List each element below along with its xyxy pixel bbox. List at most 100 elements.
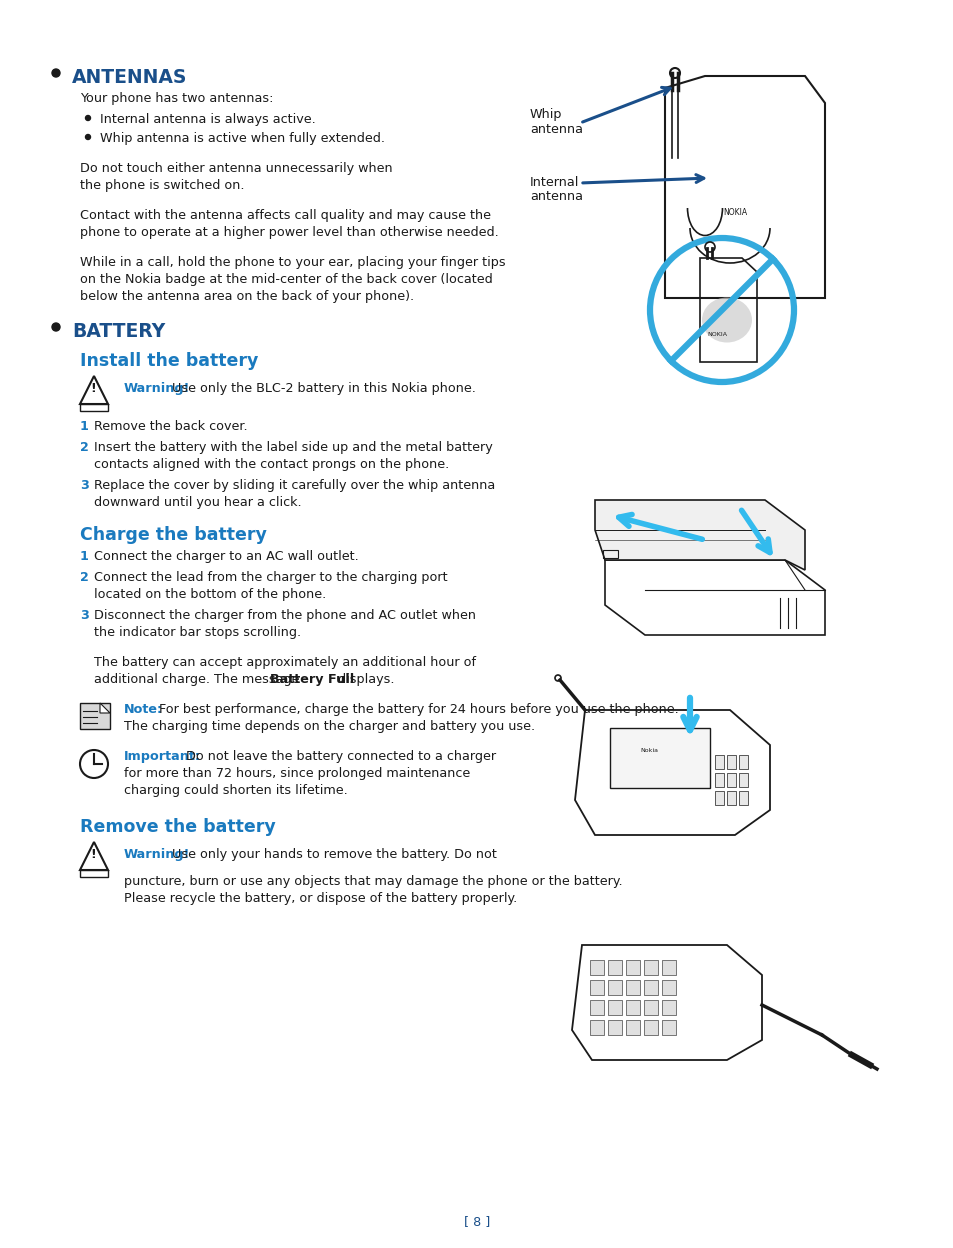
Circle shape — [52, 69, 60, 77]
Text: NOKIA: NOKIA — [722, 208, 746, 217]
Text: Insert the battery with the label side up and the metal battery: Insert the battery with the label side u… — [94, 441, 493, 454]
Bar — [625, 980, 639, 995]
Text: Warning!: Warning! — [124, 382, 191, 396]
Bar — [589, 960, 603, 975]
Text: puncture, burn or use any objects that may damage the phone or the battery.: puncture, burn or use any objects that m… — [124, 875, 622, 889]
Bar — [661, 1000, 676, 1015]
Text: the indicator bar stops scrolling.: the indicator bar stops scrolling. — [94, 626, 301, 639]
Bar — [80, 404, 108, 411]
Text: the phone is switched on.: the phone is switched on. — [80, 178, 244, 192]
Bar — [714, 755, 723, 769]
Text: on the Nokia badge at the mid-center of the back cover (located: on the Nokia badge at the mid-center of … — [80, 273, 493, 286]
Text: [ 8 ]: [ 8 ] — [463, 1216, 490, 1228]
Text: Replace the cover by sliding it carefully over the whip antenna: Replace the cover by sliding it carefull… — [94, 479, 495, 492]
Text: Battery Full: Battery Full — [270, 673, 354, 686]
Bar — [607, 980, 621, 995]
Circle shape — [86, 116, 91, 121]
Bar — [739, 791, 747, 805]
Bar — [607, 1000, 621, 1015]
Text: additional charge. The message: additional charge. The message — [94, 673, 303, 686]
Bar — [643, 1020, 658, 1035]
Bar — [739, 773, 747, 787]
Polygon shape — [572, 945, 761, 1060]
Polygon shape — [604, 560, 824, 635]
Bar — [714, 773, 723, 787]
Text: !: ! — [90, 382, 95, 396]
Text: For best performance, charge the battery for 24 hours before you use the phone.: For best performance, charge the battery… — [154, 703, 678, 716]
Bar — [643, 960, 658, 975]
Text: 2: 2 — [80, 441, 89, 454]
Text: !: ! — [90, 847, 95, 861]
Bar — [625, 960, 639, 975]
Text: Your phone has two antennas:: Your phone has two antennas: — [80, 92, 274, 105]
Bar — [625, 1000, 639, 1015]
Bar — [643, 980, 658, 995]
Text: Do not touch either antenna unnecessarily when: Do not touch either antenna unnecessaril… — [80, 162, 393, 175]
Text: Important:: Important: — [124, 750, 201, 763]
Bar — [726, 755, 735, 769]
Text: 2: 2 — [80, 572, 89, 584]
Text: for more than 72 hours, since prolonged maintenance: for more than 72 hours, since prolonged … — [124, 768, 470, 780]
Text: Do not leave the battery connected to a charger: Do not leave the battery connected to a … — [182, 750, 496, 763]
Text: antenna: antenna — [530, 124, 582, 136]
Text: phone to operate at a higher power level than otherwise needed.: phone to operate at a higher power level… — [80, 226, 498, 240]
Text: ANTENNAS: ANTENNAS — [71, 67, 187, 87]
Text: While in a call, hold the phone to your ear, placing your finger tips: While in a call, hold the phone to your … — [80, 256, 505, 270]
Text: below the antenna area on the back of your phone).: below the antenna area on the back of yo… — [80, 290, 414, 303]
Bar — [589, 1000, 603, 1015]
Bar — [80, 870, 108, 877]
Text: Whip: Whip — [530, 109, 562, 121]
Circle shape — [52, 323, 60, 331]
Text: BATTERY: BATTERY — [71, 322, 165, 341]
Text: Internal: Internal — [530, 176, 578, 188]
Text: displays.: displays. — [334, 673, 395, 686]
Bar — [625, 1020, 639, 1035]
Text: Warning!: Warning! — [124, 847, 191, 861]
Text: 3: 3 — [80, 479, 89, 492]
Bar — [726, 773, 735, 787]
Bar — [589, 980, 603, 995]
Polygon shape — [575, 710, 769, 835]
Bar — [607, 1020, 621, 1035]
Text: Please recycle the battery, or dispose of the battery properly.: Please recycle the battery, or dispose o… — [124, 892, 517, 905]
Bar — [589, 1020, 603, 1035]
Text: The charging time depends on the charger and battery you use.: The charging time depends on the charger… — [124, 720, 535, 733]
Text: downward until you hear a click.: downward until you hear a click. — [94, 495, 301, 509]
Text: Remove the back cover.: Remove the back cover. — [94, 421, 248, 433]
Polygon shape — [595, 500, 804, 570]
Text: contacts aligned with the contact prongs on the phone.: contacts aligned with the contact prongs… — [94, 458, 449, 470]
Bar — [714, 791, 723, 805]
Circle shape — [86, 135, 91, 140]
Text: 3: 3 — [80, 609, 89, 622]
Text: Contact with the antenna affects call quality and may cause the: Contact with the antenna affects call qu… — [80, 208, 491, 222]
Text: Remove the battery: Remove the battery — [80, 817, 275, 836]
Bar — [661, 960, 676, 975]
Text: 1: 1 — [80, 550, 89, 563]
Bar — [739, 755, 747, 769]
Text: 1: 1 — [80, 421, 89, 433]
Text: Connect the charger to an AC wall outlet.: Connect the charger to an AC wall outlet… — [94, 550, 358, 563]
Bar — [661, 980, 676, 995]
Text: Install the battery: Install the battery — [80, 352, 258, 369]
Text: Connect the lead from the charger to the charging port: Connect the lead from the charger to the… — [94, 572, 447, 584]
Text: located on the bottom of the phone.: located on the bottom of the phone. — [94, 588, 326, 602]
Bar — [602, 550, 618, 558]
Polygon shape — [100, 703, 110, 713]
Text: Disconnect the charger from the phone and AC outlet when: Disconnect the charger from the phone an… — [94, 609, 476, 622]
Text: Use only your hands to remove the battery. Do not: Use only your hands to remove the batter… — [168, 847, 497, 861]
Text: The battery can accept approximately an additional hour of: The battery can accept approximately an … — [94, 656, 476, 669]
Text: Note:: Note: — [124, 703, 163, 716]
Text: NOKIA: NOKIA — [706, 332, 726, 337]
Text: antenna: antenna — [530, 190, 582, 203]
Bar — [661, 1020, 676, 1035]
Text: Charge the battery: Charge the battery — [80, 525, 267, 544]
Bar — [643, 1000, 658, 1015]
Text: Internal antenna is always active.: Internal antenna is always active. — [100, 114, 315, 126]
Bar — [726, 791, 735, 805]
Text: Whip antenna is active when fully extended.: Whip antenna is active when fully extend… — [100, 132, 385, 145]
Ellipse shape — [701, 297, 751, 342]
Bar — [80, 703, 110, 729]
Bar — [607, 960, 621, 975]
Text: charging could shorten its lifetime.: charging could shorten its lifetime. — [124, 784, 348, 797]
Bar — [609, 728, 709, 787]
